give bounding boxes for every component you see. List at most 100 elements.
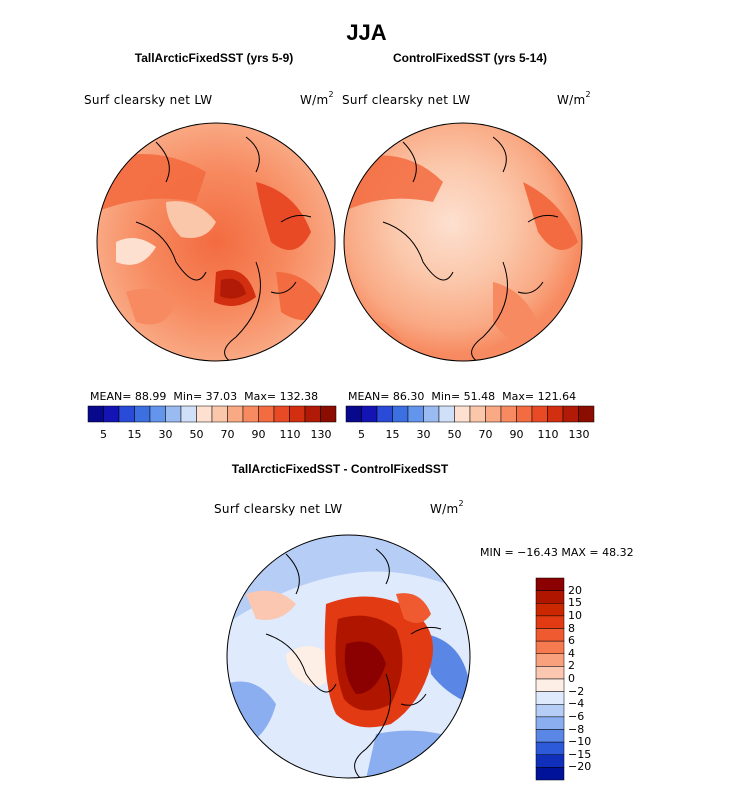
colorbar-swatch <box>500 405 517 423</box>
panel-right-units: W/m2 <box>557 90 591 107</box>
colorbar-swatch <box>345 405 362 423</box>
tick-label: 2 <box>568 659 575 673</box>
panel-right-variable: Surf clearsky net LW <box>342 93 471 107</box>
colorbar-swatch <box>320 405 337 423</box>
tick-label: −20 <box>568 760 592 774</box>
tick-label: 5 <box>100 428 107 441</box>
colorbar-swatch <box>547 405 564 423</box>
panel-diff-units: W/m2 <box>430 499 464 516</box>
colorbar-ticks-left: 5 15 30 50 70 90 110 130 <box>88 428 336 442</box>
tick-label: 6 <box>568 634 575 648</box>
colorbar-swatch <box>118 405 135 423</box>
colorbar-control <box>345 405 595 423</box>
panel-right-title: ControlFixedSST (yrs 5-14) <box>392 51 548 65</box>
colorbar-swatch <box>258 405 275 423</box>
panel-diff-stats: MIN = −16.43 MAX = 48.32 <box>480 546 634 559</box>
panel-diff-title: TallArcticFixedSST - ControlFixedSST <box>231 462 449 476</box>
colorbar-swatch <box>103 405 120 423</box>
tick-label: 30 <box>158 428 173 441</box>
colorbar-swatch <box>578 405 595 423</box>
colorbar-swatch <box>535 640 565 655</box>
panel-left-variable: Surf clearsky net LW <box>84 93 213 107</box>
tick-label: 8 <box>568 621 575 635</box>
tick-label: 20 <box>568 583 582 597</box>
tick-label: −10 <box>568 735 592 749</box>
colorbar-swatch <box>535 590 565 604</box>
colorbar-swatch <box>535 628 565 642</box>
colorbar-swatch <box>535 704 565 718</box>
tick-label: 70 <box>478 428 493 441</box>
tick-label: 15 <box>127 428 142 441</box>
tick-label: 130 <box>568 428 590 441</box>
tick-label: −6 <box>568 709 585 723</box>
colorbar-swatch <box>535 754 565 768</box>
colorbar-swatch <box>535 716 565 730</box>
colorbar-swatch <box>304 405 321 423</box>
colorbar-swatch <box>535 678 565 692</box>
colorbar-swatch <box>535 603 565 617</box>
tick-label: 110 <box>279 428 301 441</box>
colorbar-swatch <box>454 405 471 423</box>
tick-label: 15 <box>385 428 400 441</box>
colorbar-ticks-diff: 20 15 10 8 6 4 2 0 −2 −4 −6 −8 −10 −15 −… <box>568 578 608 780</box>
colorbar-swatch <box>149 405 166 423</box>
colorbar-swatch <box>361 405 378 423</box>
colorbar-swatch <box>211 405 228 423</box>
colorbar-swatch <box>535 741 565 756</box>
tick-label: 90 <box>251 428 266 441</box>
colorbar-swatch <box>289 405 306 423</box>
panel-left-units: W/m2 <box>300 90 334 107</box>
tick-label: 4 <box>568 646 575 660</box>
panel-left-stats: MEAN= 88.99 Min= 37.03 Max= 132.38 <box>90 390 319 403</box>
colorbar-swatch <box>535 666 565 680</box>
colorbar-swatch <box>165 405 182 423</box>
colorbar-swatch <box>535 653 565 667</box>
colorbar-swatch <box>423 405 440 423</box>
colorbar-swatch <box>376 405 393 423</box>
figure-title: JJA <box>346 20 387 45</box>
panel-diff-variable: Surf clearsky net LW <box>214 502 343 516</box>
panel-right-stats: MEAN= 86.30 Min= 51.48 Max= 121.64 <box>348 390 577 403</box>
colorbar-swatch <box>531 405 548 423</box>
colorbar-swatch <box>438 405 455 423</box>
colorbar-swatch <box>196 405 213 423</box>
colorbar-swatch <box>485 405 502 423</box>
polar-map-control <box>343 122 583 362</box>
colorbar-swatch <box>392 405 409 423</box>
colorbar-ticks-right: 5 15 30 50 70 90 110 130 <box>346 428 594 442</box>
colorbar-swatch <box>180 405 197 423</box>
colorbar-swatch <box>562 405 579 423</box>
colorbar-swatch <box>407 405 424 423</box>
tick-label: −2 <box>568 684 585 698</box>
tick-label: −4 <box>568 697 585 711</box>
tick-label: 15 <box>568 596 582 610</box>
tick-label: 110 <box>537 428 559 441</box>
tick-label: 70 <box>220 428 235 441</box>
tick-label: −8 <box>568 722 585 736</box>
tick-label: −15 <box>568 747 592 761</box>
colorbar-swatch <box>535 691 565 705</box>
panel-left-title: TallArcticFixedSST (yrs 5-9) <box>134 51 294 65</box>
polar-map-tallarctic <box>96 122 336 362</box>
colorbar-tallarctic <box>87 405 337 423</box>
colorbar-swatch <box>87 405 104 423</box>
polar-map-difference <box>226 534 471 779</box>
colorbar-swatch <box>516 405 533 423</box>
colorbar-swatch <box>535 767 565 781</box>
tick-label: 90 <box>509 428 524 441</box>
colorbar-swatch <box>242 405 259 423</box>
tick-label: 10 <box>568 608 582 622</box>
colorbar-difference <box>535 577 565 781</box>
colorbar-swatch <box>227 405 244 423</box>
tick-label: 50 <box>189 428 204 441</box>
colorbar-swatch <box>535 615 565 629</box>
colorbar-swatch <box>134 405 151 423</box>
tick-label: 0 <box>568 672 575 685</box>
colorbar-swatch <box>273 405 290 423</box>
tick-label: 5 <box>358 428 365 441</box>
colorbar-swatch <box>535 577 565 591</box>
tick-label: 30 <box>416 428 431 441</box>
colorbar-swatch <box>469 405 486 423</box>
colorbar-swatch <box>535 729 565 743</box>
tick-label: 50 <box>447 428 462 441</box>
